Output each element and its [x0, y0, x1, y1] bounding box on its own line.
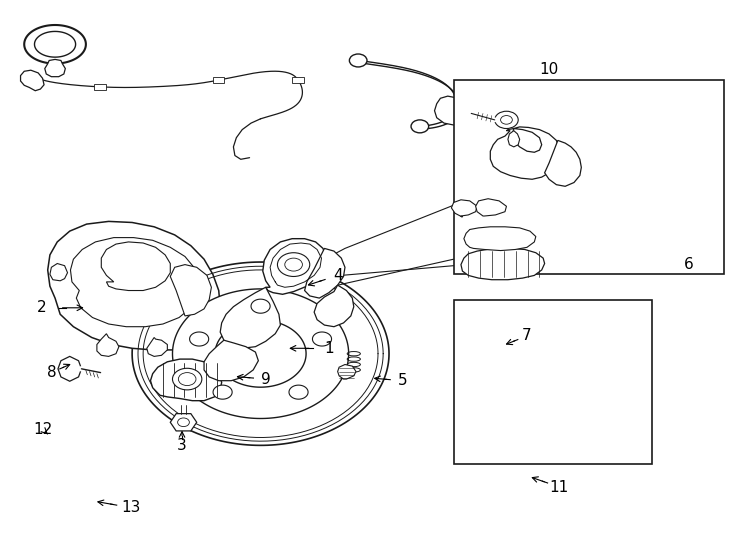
Polygon shape — [490, 127, 559, 179]
Polygon shape — [313, 332, 332, 346]
Circle shape — [411, 120, 429, 133]
Polygon shape — [305, 248, 345, 298]
Polygon shape — [464, 227, 536, 251]
Polygon shape — [508, 131, 520, 147]
Polygon shape — [289, 385, 308, 399]
Polygon shape — [170, 414, 197, 431]
Polygon shape — [97, 334, 119, 356]
Circle shape — [495, 111, 518, 129]
Text: 6: 6 — [683, 257, 694, 272]
Bar — [454, 80, 724, 274]
Polygon shape — [314, 285, 354, 327]
Polygon shape — [435, 96, 476, 125]
Polygon shape — [24, 25, 86, 64]
Polygon shape — [215, 320, 306, 387]
Text: 9: 9 — [261, 372, 271, 387]
Polygon shape — [170, 265, 211, 316]
Polygon shape — [150, 359, 222, 401]
Polygon shape — [213, 385, 232, 399]
Polygon shape — [34, 31, 76, 57]
Bar — [454, 300, 652, 464]
Text: 7: 7 — [522, 328, 532, 343]
Bar — [292, 77, 304, 83]
Polygon shape — [21, 70, 44, 91]
Circle shape — [349, 54, 367, 67]
Circle shape — [172, 368, 202, 390]
Text: 1: 1 — [324, 341, 334, 356]
Text: 13: 13 — [121, 500, 140, 515]
Text: 2: 2 — [37, 300, 47, 315]
Polygon shape — [461, 248, 545, 280]
Polygon shape — [45, 59, 65, 77]
Polygon shape — [58, 356, 81, 381]
Text: 4: 4 — [333, 268, 343, 283]
Polygon shape — [50, 264, 68, 281]
Circle shape — [277, 253, 310, 276]
Text: 10: 10 — [539, 62, 559, 77]
Text: 8: 8 — [46, 365, 57, 380]
Bar — [94, 84, 106, 90]
Polygon shape — [251, 299, 270, 313]
Polygon shape — [101, 242, 170, 291]
Bar — [213, 77, 225, 83]
Text: 11: 11 — [550, 480, 569, 495]
Text: 12: 12 — [33, 422, 52, 437]
Polygon shape — [172, 289, 349, 418]
Polygon shape — [338, 364, 356, 379]
Polygon shape — [132, 262, 389, 446]
Polygon shape — [70, 238, 200, 327]
Text: 5: 5 — [397, 373, 407, 388]
Text: 3: 3 — [177, 438, 187, 453]
Polygon shape — [263, 239, 327, 294]
Polygon shape — [545, 140, 581, 186]
Polygon shape — [220, 287, 280, 348]
Polygon shape — [189, 332, 208, 346]
Polygon shape — [451, 200, 477, 217]
Polygon shape — [48, 221, 220, 350]
Polygon shape — [476, 199, 506, 216]
Polygon shape — [204, 340, 258, 381]
Polygon shape — [147, 338, 167, 356]
